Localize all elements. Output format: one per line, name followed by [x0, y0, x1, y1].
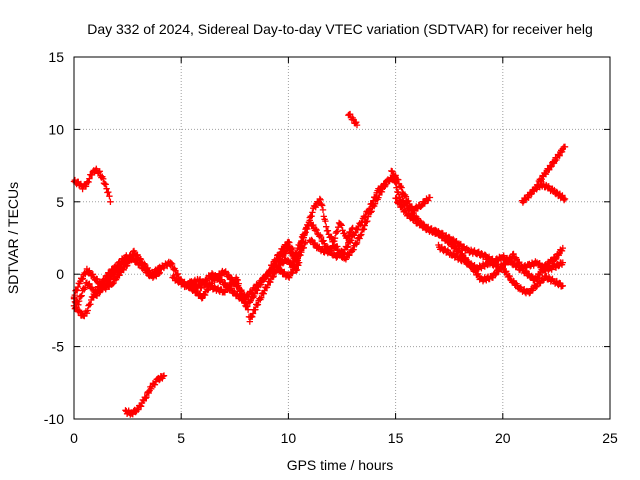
series-track-8: [186, 256, 301, 304]
y-tick-label: 0: [56, 266, 64, 282]
series-markers: [533, 143, 569, 189]
series-track-15: [435, 241, 566, 297]
chart-title: Day 332 of 2024, Sidereal Day-to-day VTE…: [87, 21, 593, 37]
plot-frame: [73, 56, 611, 420]
series-markers: [345, 110, 361, 129]
data-markers: [70, 110, 569, 418]
series-markers: [122, 372, 168, 418]
x-axis-label: GPS time / hours: [287, 457, 394, 473]
y-tick-label: -10: [44, 411, 64, 427]
y-tick-label: -5: [52, 339, 65, 355]
series-markers: [186, 256, 301, 304]
series-track-12: [345, 110, 361, 129]
series-track-1: [70, 165, 114, 205]
y-axis-label: SDTVAR / TECUs: [5, 182, 21, 294]
x-tick-label: 20: [495, 430, 511, 446]
series-track-17: [533, 143, 569, 189]
x-tick-label: 10: [281, 430, 297, 446]
series-markers: [306, 172, 434, 263]
grid-lines: [74, 57, 610, 419]
series-markers: [435, 241, 566, 297]
y-tick-label: 5: [56, 194, 64, 210]
x-tick-label: 0: [70, 430, 78, 446]
y-tick-label: 10: [48, 121, 64, 137]
x-tick-label: 25: [602, 430, 618, 446]
axis-ticks: 0 5 10 15 20 25 -10 -5 0 5 10 15: [44, 49, 618, 446]
y-tick-label: 15: [48, 49, 64, 65]
x-tick-label: 15: [388, 430, 404, 446]
series-track-2: [122, 372, 168, 418]
series-markers: [70, 165, 114, 205]
series-track-10: [289, 180, 389, 266]
x-tick-label: 5: [177, 430, 185, 446]
series-markers: [289, 180, 389, 266]
series-track-11: [306, 172, 434, 263]
